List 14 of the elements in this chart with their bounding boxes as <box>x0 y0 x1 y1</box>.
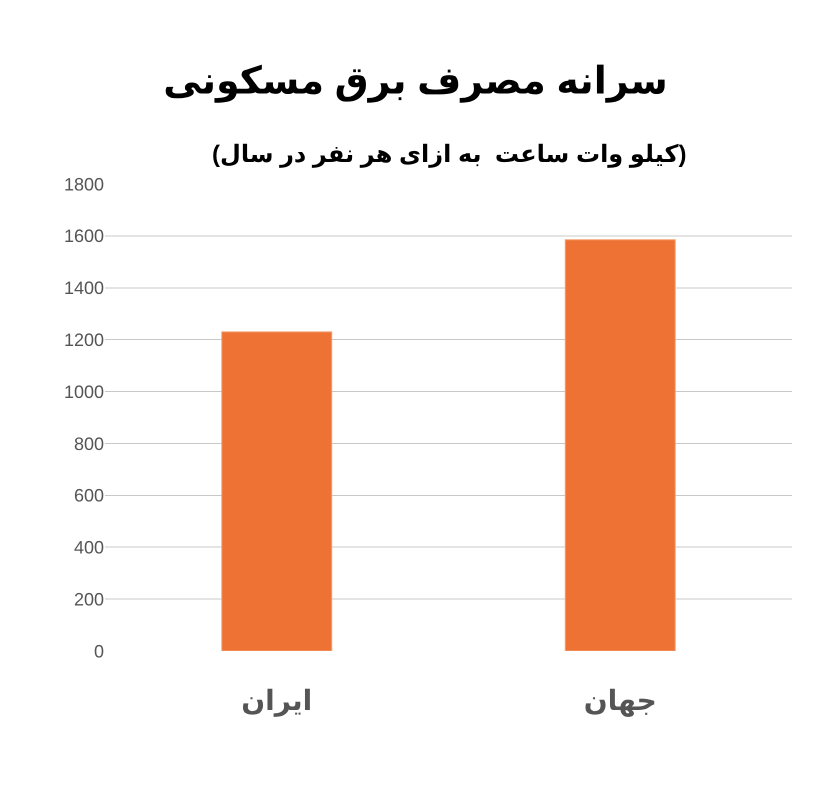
chart-subtitle: (کیلو وات ساعت به ازای هر نفر در سال) <box>212 141 686 168</box>
y-tick-label: 1000 <box>64 382 104 402</box>
y-tick-label: 1800 <box>64 174 104 194</box>
x-tick-label: جهان <box>584 685 657 717</box>
y-tick-label: 1400 <box>64 278 104 298</box>
y-tick-label: 200 <box>74 589 104 610</box>
y-tick-label: 400 <box>74 538 104 558</box>
y-tick-label: 0 <box>94 641 104 662</box>
y-tick-label: 600 <box>74 486 104 506</box>
x-tick-label: ایران <box>241 685 312 717</box>
y-tick-label: 800 <box>74 434 104 454</box>
y-tick-label: 1200 <box>64 330 104 350</box>
chart-title: سرانه مصرف برق مسکونی <box>163 60 668 104</box>
y-tick-label: 1600 <box>64 226 104 246</box>
